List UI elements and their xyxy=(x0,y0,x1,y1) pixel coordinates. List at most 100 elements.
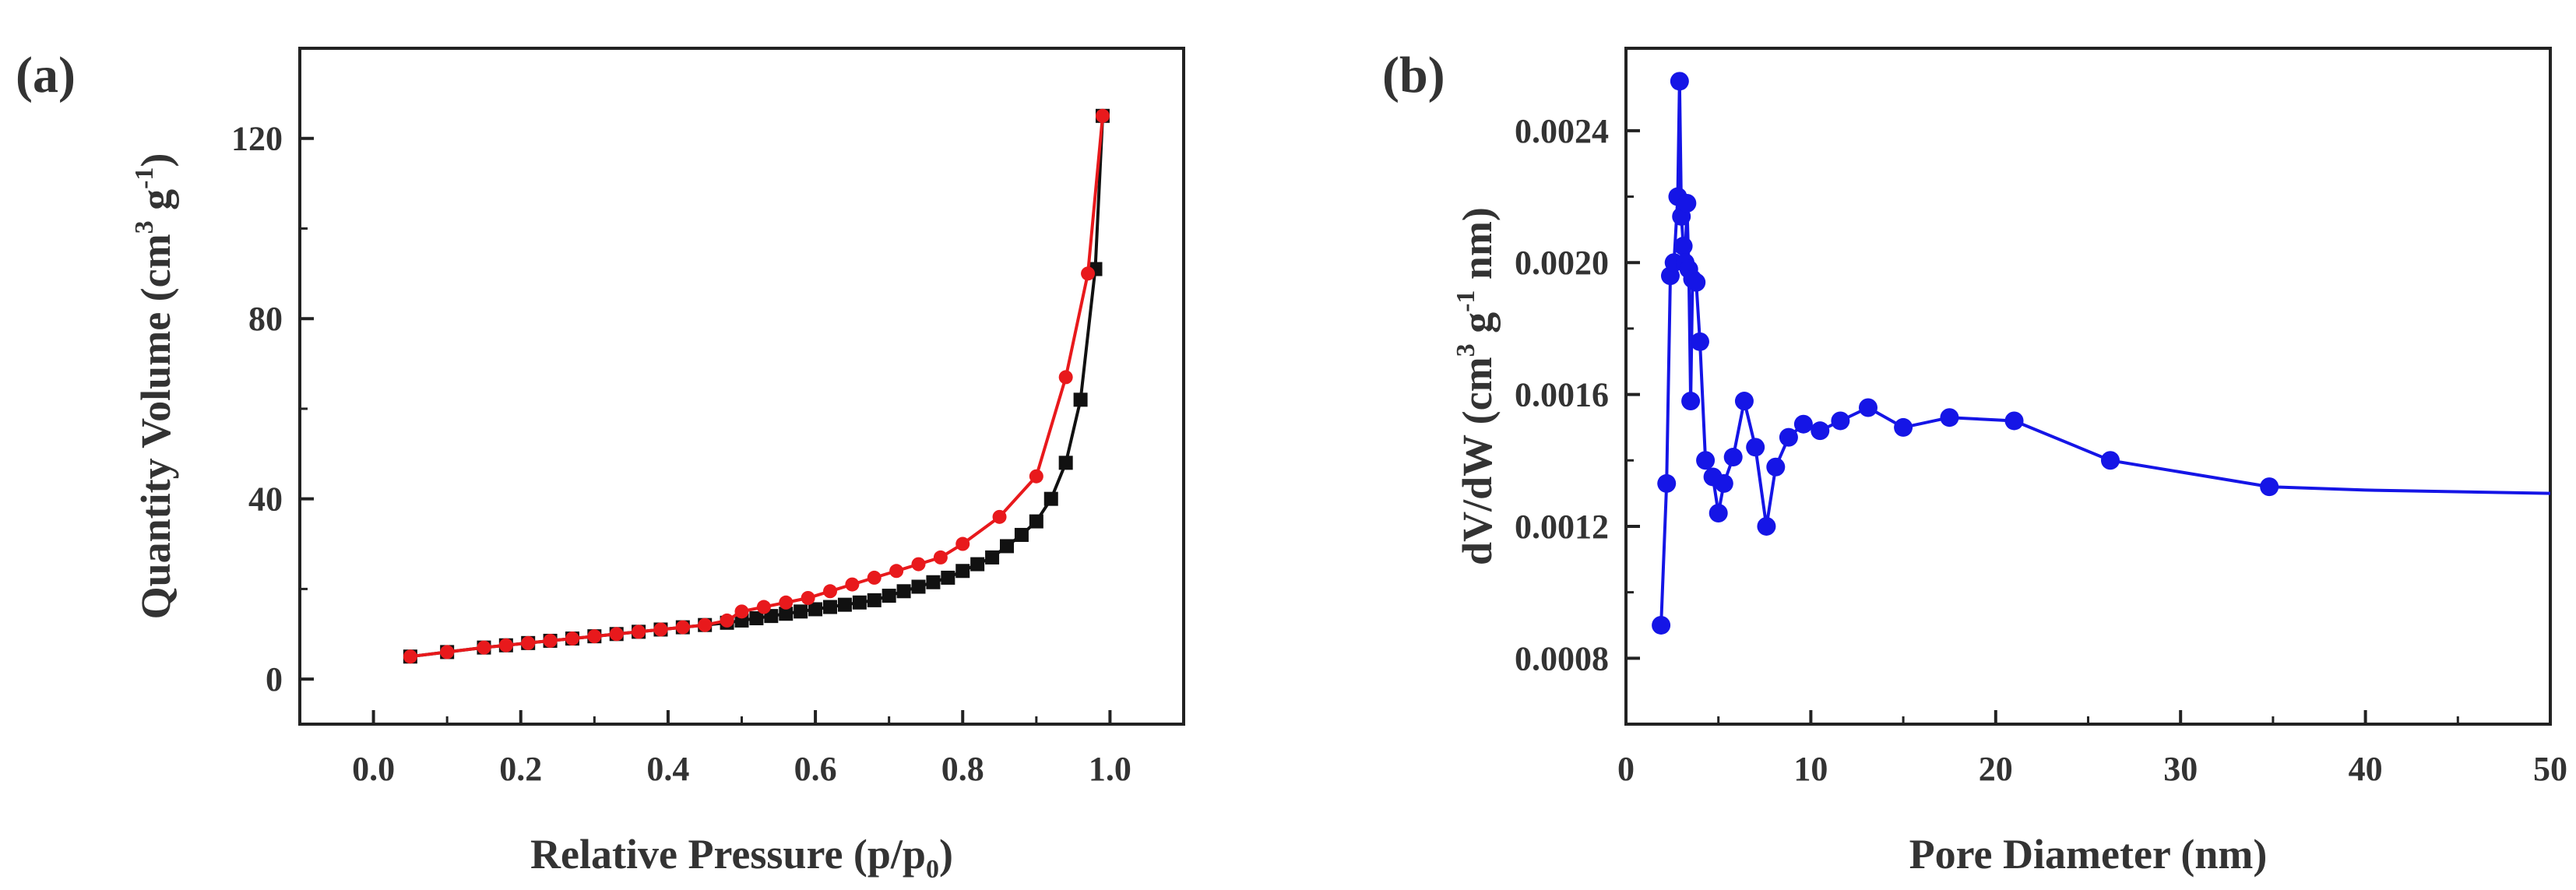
data-point xyxy=(609,627,624,642)
data-point xyxy=(632,624,646,639)
x-tick-label: 50 xyxy=(2533,750,2567,788)
data-point xyxy=(911,579,926,594)
panel-label: (b) xyxy=(1382,47,1445,104)
data-point xyxy=(896,584,911,599)
plot-frame xyxy=(1624,47,2552,726)
data-point xyxy=(1058,456,1073,470)
data-point xyxy=(1690,332,1709,351)
data-point xyxy=(1029,514,1043,529)
data-point xyxy=(823,584,837,599)
data-point xyxy=(698,617,713,632)
data-point xyxy=(779,595,794,610)
data-point xyxy=(852,595,867,610)
data-point xyxy=(1058,370,1073,385)
data-point xyxy=(801,590,815,605)
data-point xyxy=(955,564,970,579)
data-point xyxy=(837,597,852,612)
data-point xyxy=(941,570,955,585)
x-tick-label: 1.0 xyxy=(1089,750,1131,788)
data-point xyxy=(675,620,690,635)
data-point xyxy=(1652,615,1671,635)
data-point xyxy=(720,613,734,628)
data-point xyxy=(992,509,1007,524)
x-tick-label: 0 xyxy=(1617,750,1635,788)
data-point xyxy=(808,602,823,617)
data-point xyxy=(1858,398,1877,417)
data-point xyxy=(970,557,985,572)
data-point xyxy=(1709,504,1728,523)
data-point xyxy=(1831,411,1850,431)
x-tick-label: 20 xyxy=(1979,750,2013,788)
data-point xyxy=(1081,266,1096,281)
chart-panel-b: (b) 0 10 20 30 40 50 0.0008 0.0012 0.0016 0.0020 0.… xyxy=(1382,47,2567,878)
data-point xyxy=(1746,438,1765,457)
data-point xyxy=(926,575,941,589)
data-point xyxy=(587,629,602,644)
data-point xyxy=(889,564,904,579)
series-line-desorption xyxy=(410,115,1104,659)
data-point xyxy=(521,635,536,650)
data-point xyxy=(734,604,749,619)
data-point xyxy=(543,633,558,648)
x-tick-label: 30 xyxy=(2163,750,2198,788)
chart-panel-a: (a) 0.0 0.2 0.4 0.6 0.8 1.0 0 40 80 120 Relative Pr… xyxy=(16,47,1185,884)
data-point xyxy=(1811,421,1830,441)
y-tick-label: 40 xyxy=(248,480,283,519)
x-tick-label: 0.8 xyxy=(941,750,984,788)
data-point xyxy=(867,593,882,607)
y-tick-label: 0.0008 xyxy=(1515,639,1609,677)
data-point xyxy=(1657,473,1677,493)
data-point xyxy=(1696,451,1716,470)
data-point xyxy=(498,638,513,653)
data-point xyxy=(403,649,417,664)
data-point xyxy=(1766,457,1786,477)
data-point xyxy=(1670,72,1689,91)
x-tick-label: 0.4 xyxy=(646,750,689,788)
data-point xyxy=(477,640,491,655)
data-point xyxy=(823,600,837,614)
data-point xyxy=(1073,392,1088,407)
y-axis-label: Quantity Volume (cm3 g-1) xyxy=(130,153,179,620)
x-axis-label: Relative Pressure (p/p0) xyxy=(530,831,953,884)
x-axis-label: Pore Diameter (nm) xyxy=(1909,831,2268,878)
data-point xyxy=(2100,451,2120,470)
data-point xyxy=(955,536,970,551)
data-point xyxy=(1723,448,1743,467)
data-point xyxy=(1894,417,1913,437)
data-point xyxy=(1029,469,1043,484)
data-point xyxy=(1000,539,1014,554)
data-point xyxy=(845,577,860,592)
y-tick-label: 0.0016 xyxy=(1515,376,1609,414)
data-point xyxy=(2260,477,2279,497)
x-tick-label: 0.0 xyxy=(352,750,395,788)
data-point xyxy=(1940,408,1959,427)
data-point xyxy=(794,604,808,619)
data-point xyxy=(1677,194,1697,213)
y-tick-label: 0.0020 xyxy=(1515,244,1609,282)
data-point xyxy=(756,600,771,614)
data-point xyxy=(779,607,794,621)
panel-label: (a) xyxy=(16,47,76,104)
series-line-adsorption xyxy=(410,115,1104,659)
data-point xyxy=(749,611,764,626)
plot-area xyxy=(403,108,1110,664)
y-tick-label: 120 xyxy=(231,120,283,158)
data-point xyxy=(1043,491,1058,506)
data-point xyxy=(1687,273,1706,292)
y-tick-label: 0 xyxy=(266,660,283,698)
data-point xyxy=(1014,527,1029,542)
data-point xyxy=(1734,392,1754,411)
data-point xyxy=(440,645,455,660)
data-point xyxy=(653,622,668,637)
data-point xyxy=(1779,427,1798,447)
x-tick-label: 0.6 xyxy=(794,750,837,788)
series-line-pore-size-distribution xyxy=(1659,81,2550,626)
x-tick-label: 40 xyxy=(2349,750,2383,788)
y-axis-label: dV/dW (cm3 g-1 nm) xyxy=(1452,207,1501,565)
data-point xyxy=(985,550,1000,565)
data-point xyxy=(911,557,926,572)
y-tick-label: 0.0012 xyxy=(1515,508,1609,546)
data-point xyxy=(1793,414,1813,434)
data-point xyxy=(867,570,882,585)
